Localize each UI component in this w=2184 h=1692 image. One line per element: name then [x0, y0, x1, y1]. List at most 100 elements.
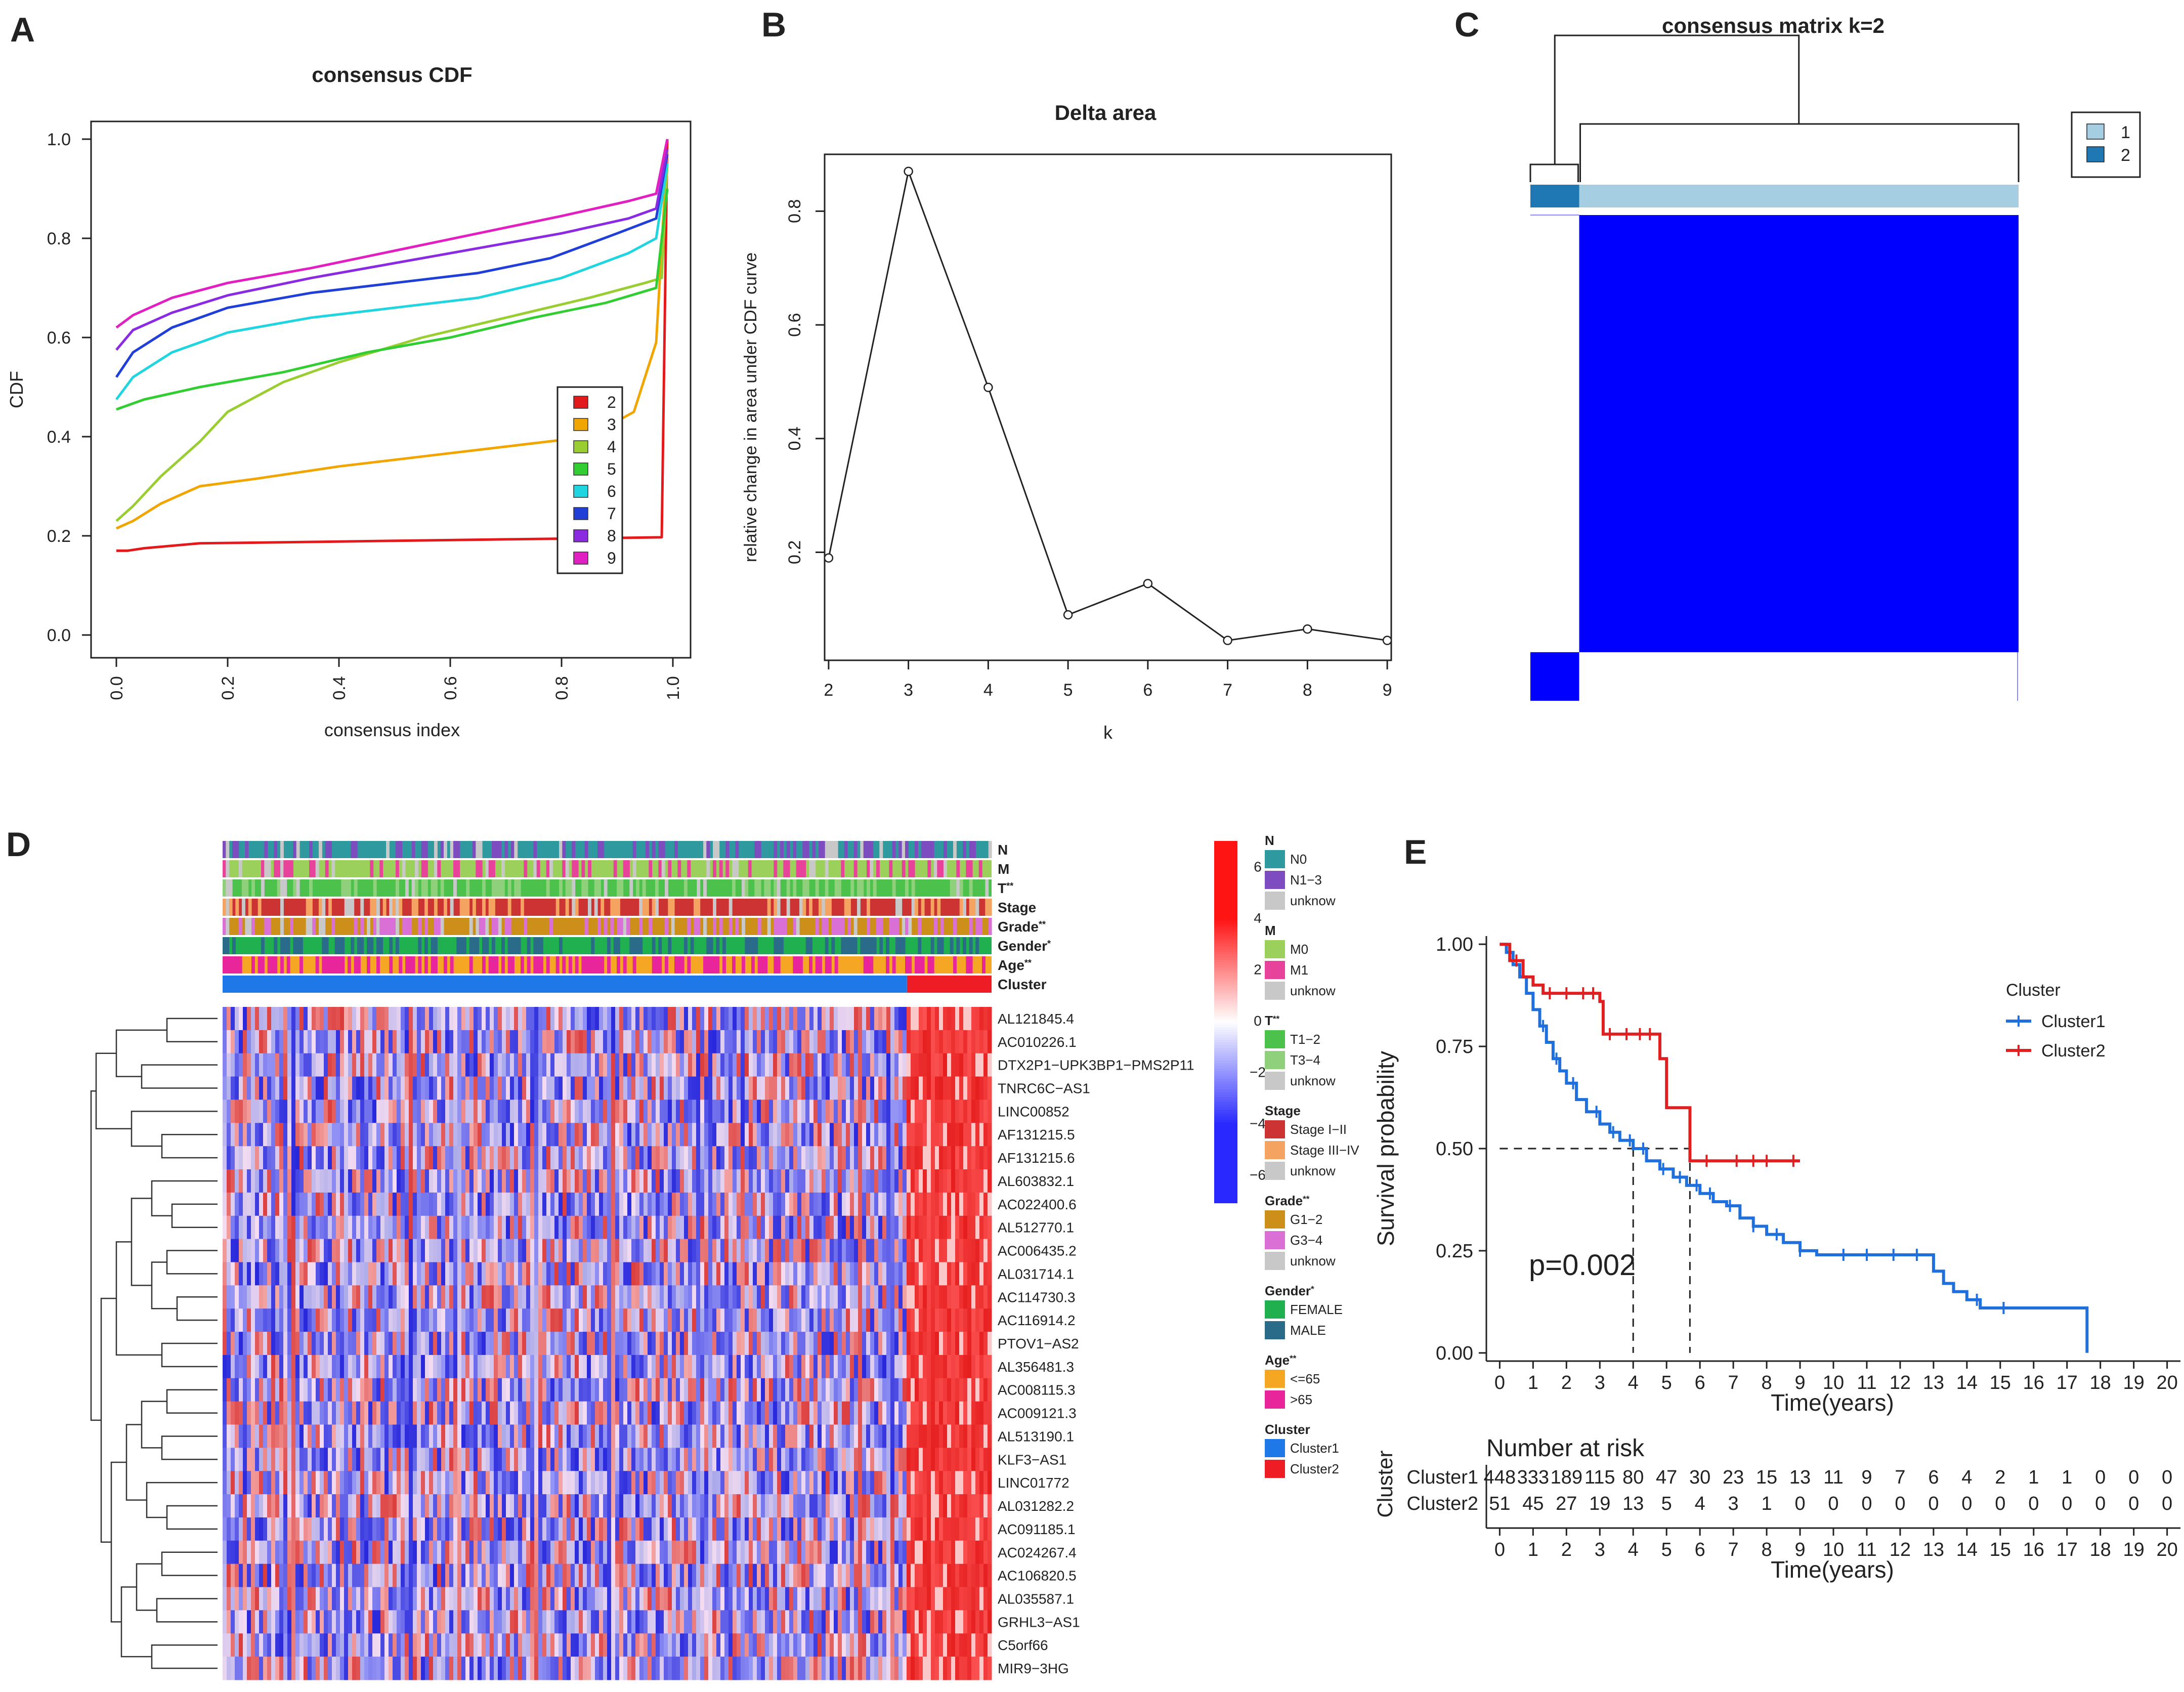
- heatmap-cell: [963, 1471, 968, 1495]
- heatmap-cell: [490, 1007, 494, 1031]
- heatmap-cell: [769, 1332, 774, 1356]
- heatmap-cell: [575, 1494, 579, 1518]
- heatmap-cell: [559, 1494, 563, 1518]
- heatmap-cell: [340, 1053, 345, 1077]
- heatmap-cell: [530, 1378, 535, 1402]
- heatmap-cell: [437, 1494, 442, 1518]
- heatmap-cell: [878, 1332, 883, 1356]
- annotation-cell: [780, 937, 784, 954]
- heatmap-cell: [502, 1285, 506, 1309]
- annotation-cell: [415, 879, 418, 897]
- annotation-cell: [290, 918, 293, 935]
- heatmap-cell: [749, 1285, 753, 1309]
- annotation-cell: [774, 879, 778, 897]
- heatmap-cell: [538, 1076, 543, 1100]
- heatmap-cell: [405, 1448, 409, 1471]
- heatmap-cell: [575, 1030, 579, 1054]
- heatmap-cell: [660, 1262, 664, 1286]
- heatmap-cell: [522, 1494, 527, 1518]
- heatmap-cell: [514, 1471, 519, 1495]
- heatmap-cell: [474, 1355, 478, 1379]
- annotation-cell: [966, 860, 970, 877]
- heatmap-cell: [486, 1308, 490, 1332]
- heatmap-cell: [842, 1424, 846, 1448]
- heatmap-cell: [838, 1007, 842, 1031]
- heatmap-cell: [490, 1146, 494, 1170]
- heatmap-cell: [644, 1007, 648, 1031]
- heatmap-cell: [445, 1239, 450, 1262]
- annotation-cell: [504, 841, 508, 858]
- heatmap-cell: [344, 1076, 349, 1100]
- heatmap-cell: [809, 1285, 814, 1309]
- heatmap-cell: [927, 1424, 931, 1448]
- annotation-cell: [565, 879, 569, 897]
- heatmap-cell: [494, 1471, 498, 1495]
- annotation-cell: [584, 879, 588, 897]
- heatmap-cell: [401, 1424, 405, 1448]
- annotation-cell: [805, 841, 809, 858]
- heatmap-cell: [959, 1424, 964, 1448]
- heatmap-cell: [781, 1215, 786, 1240]
- heatmap-cell: [518, 1378, 523, 1402]
- annotation-cell: [562, 841, 566, 858]
- heatmap-cell: [421, 1007, 425, 1031]
- annotation-cell: [828, 841, 832, 858]
- heatmap-cell: [538, 1099, 543, 1123]
- heatmap-cell: [287, 1192, 292, 1216]
- annotation-cell: [713, 956, 716, 974]
- heatmap-cell: [733, 1007, 737, 1031]
- heatmap-cell: [251, 1007, 255, 1031]
- heatmap-cell: [975, 1378, 980, 1402]
- heatmap-cell: [421, 1494, 425, 1518]
- heatmap-cell: [979, 1076, 984, 1100]
- heatmap-cell: [830, 1378, 834, 1402]
- heatmap-cell: [858, 1239, 863, 1262]
- heatmap-cell: [927, 1007, 931, 1031]
- heatmap-cell: [870, 1030, 875, 1054]
- annotation-cell: [405, 918, 409, 935]
- annotation-cell: [322, 937, 326, 954]
- heatmap-cell: [368, 1053, 373, 1077]
- heatmap-cell: [389, 1285, 393, 1309]
- heatmap-cell: [854, 1262, 859, 1286]
- heatmap-cell: [648, 1448, 652, 1471]
- heatmap-cell: [534, 1215, 539, 1240]
- annotation-cell: [434, 937, 438, 954]
- annotation-cell: [319, 899, 322, 916]
- heatmap-cell: [684, 1494, 689, 1518]
- heatmap-cell: [777, 1192, 782, 1216]
- heatmap-cell: [777, 1471, 782, 1495]
- heatmap-cell: [352, 1076, 357, 1100]
- heatmap-cell: [886, 1030, 891, 1054]
- heatmap-cell: [793, 1146, 798, 1170]
- heatmap-cell: [546, 1448, 551, 1471]
- heatmap-cell: [389, 1076, 393, 1100]
- heatmap-cell: [769, 1192, 774, 1216]
- heatmap-cell: [947, 1146, 952, 1170]
- annotation-cell: [473, 899, 476, 916]
- heatmap-cell: [866, 1471, 871, 1495]
- heatmap-cell: [340, 1355, 345, 1379]
- heatmap-cell: [433, 1308, 438, 1332]
- heatmap-cell: [894, 1355, 899, 1379]
- heatmap-cell: [425, 1146, 430, 1170]
- heatmap-cell: [328, 1308, 332, 1332]
- heatmap-cell: [380, 1355, 385, 1379]
- heatmap-cell: [911, 1494, 915, 1518]
- heatmap-cell: [510, 1169, 515, 1193]
- annotation-cell: [661, 841, 665, 858]
- heatmap-cell: [882, 1007, 887, 1031]
- heatmap-cell: [401, 1471, 405, 1495]
- heatmap-cell: [348, 1378, 353, 1402]
- annotation-cell: [348, 956, 351, 974]
- annotation-cell: [424, 937, 428, 954]
- heatmap-cell: [482, 1401, 486, 1425]
- annotation-cell: [805, 937, 809, 954]
- heatmap-cell: [664, 1099, 668, 1123]
- heatmap-cell: [874, 1146, 879, 1170]
- annotation-cell: [870, 937, 874, 954]
- heatmap-cell: [437, 1308, 442, 1332]
- annotation-cell: [325, 937, 329, 954]
- heatmap-cell: [627, 1053, 632, 1077]
- annotation-cell: [636, 937, 639, 954]
